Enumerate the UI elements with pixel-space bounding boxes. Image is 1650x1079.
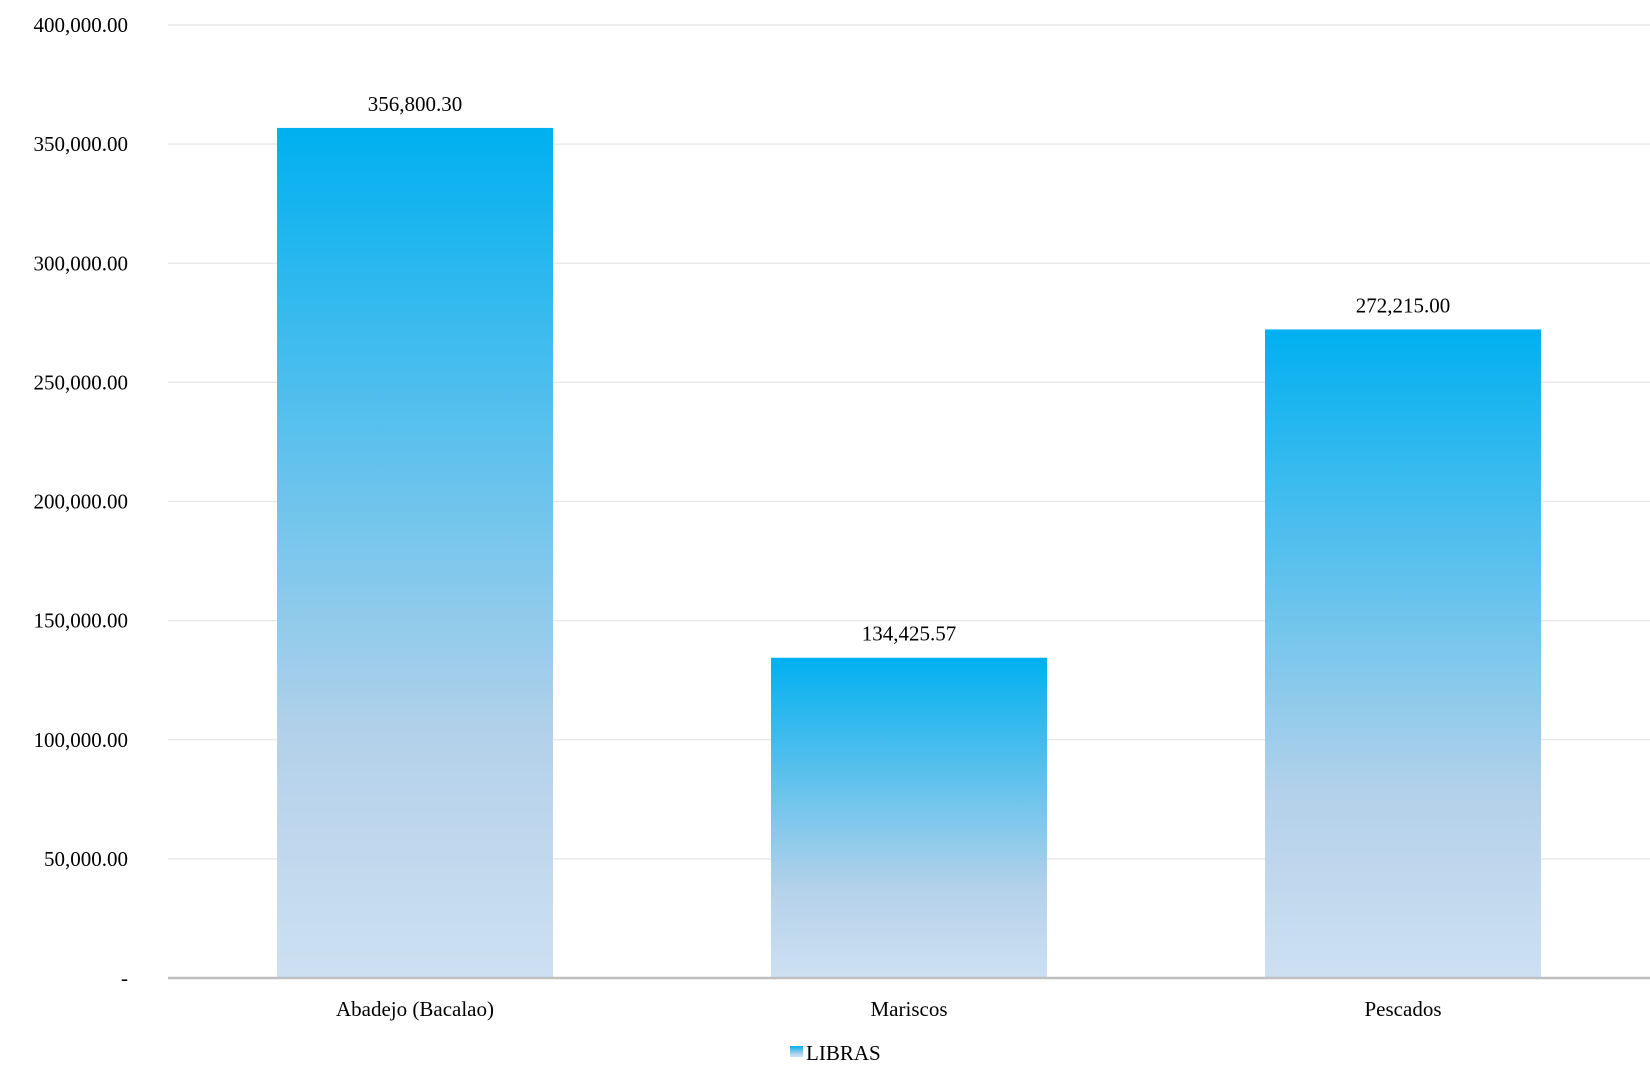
y-tick-label: 350,000.00 [34, 132, 129, 156]
y-tick-label: 50,000.00 [44, 847, 128, 871]
legend: LIBRAS [790, 1041, 881, 1065]
y-axis-tick-labels: - 50,000.00 100,000.00 150,000.00 200,000.00… [34, 13, 129, 990]
x-axis-tick-labels: Abadejo (Bacalao) Mariscos Pescados [336, 997, 1442, 1021]
bar [1265, 329, 1541, 978]
bar [771, 657, 1047, 978]
data-labels: 356,800.30 134,425.57 272,215.00 [368, 92, 1451, 646]
y-tick-label: 100,000.00 [34, 728, 129, 752]
y-tick-label: 400,000.00 [34, 13, 129, 37]
y-tick-label: 200,000.00 [34, 490, 129, 514]
x-tick-label: Mariscos [871, 997, 948, 1021]
y-tick-label: - [121, 966, 128, 990]
bar-data-label: 356,800.30 [368, 92, 463, 116]
bars [277, 127, 1541, 979]
x-tick-label: Pescados [1365, 997, 1442, 1021]
y-tick-label: 150,000.00 [34, 609, 129, 633]
legend-swatch [790, 1046, 803, 1057]
x-tick-label: Abadejo (Bacalao) [336, 997, 494, 1021]
y-tick-label: 300,000.00 [34, 251, 129, 275]
legend-label: LIBRAS [806, 1041, 881, 1065]
bar-data-label: 272,215.00 [1356, 293, 1451, 317]
bar-data-label: 134,425.57 [862, 622, 957, 646]
y-tick-label: 250,000.00 [34, 370, 129, 394]
bar [277, 127, 553, 979]
